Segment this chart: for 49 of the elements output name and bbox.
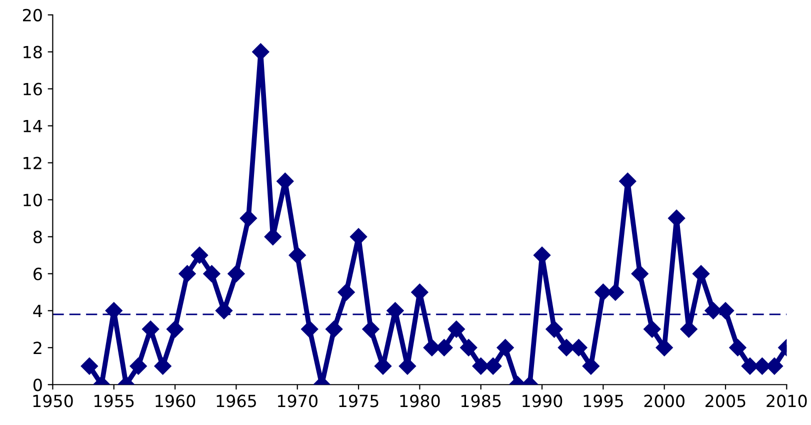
point xyxy=(288,246,306,264)
point xyxy=(496,339,514,356)
point xyxy=(301,320,318,338)
x-tick-label: 1960 xyxy=(156,394,196,408)
x-tick-label: 1950 xyxy=(33,394,73,408)
point xyxy=(644,320,661,338)
point xyxy=(326,320,343,338)
x-tick-label: 1990 xyxy=(522,394,562,408)
point xyxy=(338,284,355,301)
x-tick-label: 2010 xyxy=(766,394,807,408)
point xyxy=(729,339,746,356)
x-tick-label: 1995 xyxy=(584,394,623,408)
y-tick-label: 0 xyxy=(33,378,42,392)
point xyxy=(656,339,673,356)
point xyxy=(166,320,184,338)
point xyxy=(178,265,196,282)
point xyxy=(460,339,478,356)
y-tick-label: 12 xyxy=(24,156,42,170)
point xyxy=(362,320,380,338)
x-tick-label: 1985 xyxy=(461,394,501,408)
x-tick-label: 1955 xyxy=(94,394,134,408)
x-tick-label: 2000 xyxy=(644,394,684,408)
point xyxy=(546,320,563,338)
point xyxy=(203,265,220,282)
x-tick-label: 1965 xyxy=(216,394,256,408)
point xyxy=(142,320,160,338)
y-tick-label: 4 xyxy=(33,304,42,318)
point xyxy=(80,358,98,375)
point xyxy=(215,302,233,320)
y-tick-label: 14 xyxy=(24,120,42,132)
point xyxy=(448,320,465,338)
x-tick-label: 1970 xyxy=(278,394,318,408)
x-tick-label: 2005 xyxy=(706,394,746,408)
y-tick-label: 20 xyxy=(23,8,42,22)
y-tick-label: 2 xyxy=(34,342,42,354)
point xyxy=(190,246,208,264)
x-tick-label: 1980 xyxy=(400,394,440,408)
y-tick-label: 10 xyxy=(24,194,42,206)
x-tick-label: 1975 xyxy=(339,394,378,408)
y-tick-label: 18 xyxy=(24,46,42,58)
point xyxy=(130,358,147,375)
y-tick-label: 8 xyxy=(34,230,42,244)
y-tick-label: 16 xyxy=(24,82,42,96)
point xyxy=(240,210,257,227)
point xyxy=(631,265,648,282)
point xyxy=(582,358,600,375)
point xyxy=(154,358,172,375)
point xyxy=(228,265,245,282)
y-tick-label: 6 xyxy=(34,268,42,280)
